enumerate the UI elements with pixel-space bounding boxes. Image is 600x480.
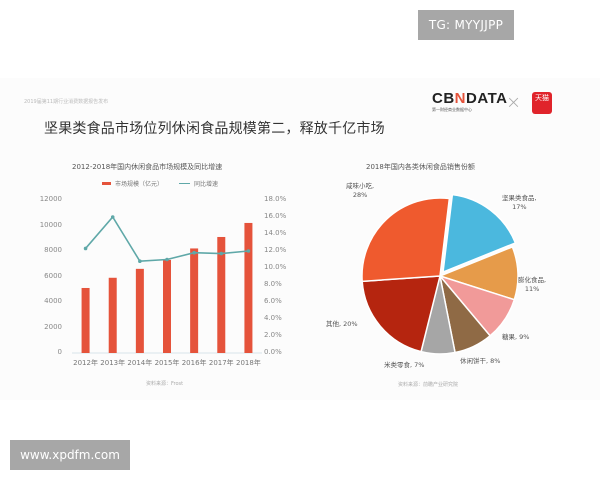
bar-legend-swatch bbox=[102, 182, 111, 185]
left-axis-tick: 10000 bbox=[39, 220, 62, 229]
watermark-top: TG: MYYJJPP bbox=[418, 10, 514, 40]
report-slide: 2019届第11期行业消费数据报告发布 CBNDATA 第一财经商业数据中心 ×… bbox=[0, 78, 600, 400]
bar bbox=[217, 236, 226, 353]
slide-title: 坚果类食品市场位列休闲食品规模第二，释放千亿市场 bbox=[44, 121, 385, 137]
pie-label-nuts: 坚果类食品, 17% bbox=[502, 194, 537, 211]
pie-label-other: 其他, 20% bbox=[326, 320, 358, 328]
left-axis-tick: 6000 bbox=[44, 271, 62, 280]
bar-legend-label: 市场规模（亿元） bbox=[115, 181, 164, 188]
right-axis-tick: 8.0% bbox=[264, 280, 282, 288]
pie-chart bbox=[361, 193, 519, 355]
report-source: 2019届第11期行业消费数据报告发布 bbox=[24, 99, 109, 105]
right-axis-tick: 16.0% bbox=[264, 212, 287, 220]
left-axis-tick: 12000 bbox=[39, 195, 62, 203]
x-axis-tick: 2012年 bbox=[73, 359, 98, 367]
bar bbox=[81, 287, 90, 353]
x-axis-tick: 2018年 bbox=[236, 359, 261, 367]
watermark-bottom: www.xpdfm.com bbox=[10, 440, 130, 470]
pie-chart-title: 2018年国内各类休闲食品销售份额 bbox=[366, 163, 475, 171]
right-axis-tick: 0.0% bbox=[264, 348, 282, 356]
bar bbox=[108, 277, 117, 353]
pie-slice bbox=[442, 193, 517, 274]
x-axis-tick: 2013年 bbox=[100, 359, 126, 367]
pie-label-puffed: 膨化食品, 11% bbox=[518, 276, 547, 293]
logo-separator-icon: × bbox=[506, 92, 522, 113]
right-axis-tick: 10.0% bbox=[264, 263, 287, 271]
x-axis-tick: 2014年 bbox=[127, 359, 153, 367]
pie-label-candy: 糖果, 9% bbox=[502, 333, 530, 341]
bar bbox=[135, 268, 144, 353]
bar bbox=[190, 248, 199, 353]
left-axis-tick: 8000 bbox=[44, 246, 62, 254]
right-axis-tick: 14.0% bbox=[264, 229, 287, 237]
right-axis-tick: 6.0% bbox=[264, 297, 282, 305]
cbndata-logo: CBNDATA 第一财经商业数据中心 bbox=[432, 90, 508, 112]
pie-label-rice-snacks: 米类零食, 7% bbox=[384, 361, 425, 369]
bar bbox=[163, 259, 171, 353]
bar-chart-legend: 市场规模（亿元） 同比增速 bbox=[102, 179, 218, 188]
line-legend-swatch bbox=[179, 182, 191, 185]
left-axis-tick: 0 bbox=[57, 348, 62, 356]
pie-chart-source: 资料来源：前瞻产业研究院 bbox=[398, 382, 459, 388]
bar-chart-source: 资料来源：Frost bbox=[146, 381, 184, 387]
bar-line-chart bbox=[72, 215, 262, 354]
right-axis-tick: 12.0% bbox=[264, 246, 287, 254]
right-axis-tick: 2.0% bbox=[264, 331, 282, 339]
x-axis-tick: 2015年 bbox=[154, 359, 180, 367]
right-axis-tick: 18.0% bbox=[264, 195, 287, 203]
tmall-logo: 天猫 bbox=[532, 92, 552, 114]
x-axis-tick: 2016年 bbox=[181, 359, 207, 367]
x-axis-tick: 2017年 bbox=[208, 359, 234, 367]
left-axis-tick: 2000 bbox=[44, 322, 62, 331]
bar-chart-title: 2012-2018年国内休闲食品市场规模及同比增速 bbox=[72, 163, 223, 171]
pie-slice bbox=[361, 197, 451, 283]
pie-label-salty-snacks: 咸味小吃, 28% bbox=[346, 182, 375, 199]
right-axis-tick: 4.0% bbox=[264, 314, 282, 322]
left-axis-tick: 4000 bbox=[44, 297, 62, 305]
line-legend-label: 同比增速 bbox=[194, 181, 219, 188]
pie-slice bbox=[361, 275, 441, 353]
bar bbox=[244, 222, 253, 353]
pie-label-biscuits: 休闲饼干, 8% bbox=[460, 357, 501, 365]
